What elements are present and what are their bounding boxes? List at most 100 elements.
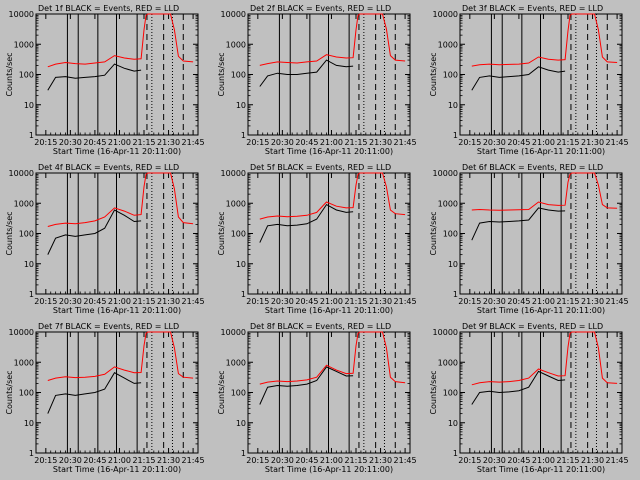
y-axis-label: Counts/sec [429,211,438,255]
y-tick-label: 1 [453,449,458,458]
x-tick-label: 21:30 [157,456,180,465]
y-tick-label: 10 [236,101,246,110]
x-tick-label: 21:45 [606,297,629,306]
x-tick-label: 20:45 [83,138,106,147]
panel-title: Det 2f BLACK = Events, RED = LLD [250,4,391,13]
x-axis-label: Start Time (16-Apr-11 20:11:00) [477,306,605,315]
x-tick-label: 21:45 [182,297,205,306]
x-tick-label: 21:00 [108,297,131,306]
y-tick-label: 10 [236,260,246,269]
y-axis-label: Counts/sec [5,370,14,414]
y-tick-label: 10 [24,101,34,110]
x-tick-label: 20:30 [59,297,82,306]
lld-series-line [259,331,406,385]
x-tick-label: 20:30 [483,138,506,147]
y-axis-label: Counts/sec [5,52,14,96]
x-tick-label: 20:30 [483,456,506,465]
lld-series-line [259,13,406,66]
x-tick-label: 20:15 [458,297,481,306]
y-tick-label: 1 [241,449,246,458]
y-tick-label: 100 [19,71,34,80]
y-tick-label: 1000 [226,358,246,367]
x-axis-label: Start Time (16-Apr-11 20:11:00) [477,147,605,156]
x-tick-label: 21:00 [320,297,343,306]
x-tick-label: 21:15 [132,297,155,306]
x-tick-label: 20:30 [483,297,506,306]
x-tick-label: 21:00 [532,297,555,306]
x-tick-label: 21:15 [556,456,579,465]
y-axis-label: Counts/sec [429,52,438,96]
events-series-line [259,203,354,243]
x-tick-label: 21:00 [108,456,131,465]
events-series-line [47,209,142,255]
panel-title: Det 6f BLACK = Events, RED = LLD [462,163,603,172]
detector-panel-5: Det 5f BLACK = Events, RED = LLD 1 10 100 10… [217,163,417,315]
y-tick-label: 100 [443,389,458,398]
events-series-line [47,63,142,91]
y-tick-label: 1000 [14,358,34,367]
x-tick-label: 21:15 [132,138,155,147]
y-tick-label: 1000 [226,199,246,208]
y-tick-label: 1000 [14,199,34,208]
y-tick-label: 10 [24,419,34,428]
y-tick-label: 10 [24,260,34,269]
y-tick-label: 1 [29,449,34,458]
y-tick-label: 10000 [221,328,246,337]
x-tick-label: 21:45 [182,456,205,465]
x-tick-label: 20:15 [458,456,481,465]
x-tick-label: 21:45 [394,297,417,306]
lld-series-line [259,172,406,220]
y-tick-label: 1 [241,290,246,299]
x-tick-label: 21:30 [157,138,180,147]
x-tick-label: 21:00 [320,456,343,465]
x-axis-label: Start Time (16-Apr-11 20:11:00) [53,465,181,474]
lld-series-line [47,331,194,381]
y-tick-label: 1 [453,131,458,140]
x-tick-label: 20:15 [34,456,57,465]
x-tick-label: 21:30 [581,297,604,306]
x-tick-label: 21:00 [320,138,343,147]
y-tick-label: 10000 [9,169,34,178]
x-tick-label: 21:30 [157,297,180,306]
y-tick-label: 100 [231,71,246,80]
x-axis-label: Start Time (16-Apr-11 20:11:00) [477,465,605,474]
y-axis-label: Counts/sec [217,211,226,255]
x-tick-label: 20:45 [83,297,106,306]
events-series-line [47,372,142,414]
x-tick-label: 20:15 [458,138,481,147]
x-axis-label: Start Time (16-Apr-11 20:11:00) [265,465,393,474]
x-tick-label: 21:45 [394,456,417,465]
x-tick-label: 20:30 [59,138,82,147]
x-tick-label: 21:15 [556,138,579,147]
x-tick-label: 21:15 [132,456,155,465]
events-series-line [471,370,566,405]
x-axis-label: Start Time (16-Apr-11 20:11:00) [53,147,181,156]
y-tick-label: 1000 [14,40,34,49]
panel-title: Det 5f BLACK = Events, RED = LLD [250,163,391,172]
y-axis-label: Counts/sec [217,52,226,96]
x-tick-label: 20:30 [271,138,294,147]
y-tick-label: 100 [443,71,458,80]
detector-panel-9: Det 9f BLACK = Events, RED = LLD 1 10 100 10… [429,322,629,474]
y-tick-label: 10000 [221,10,246,19]
detector-panel-1: Det 1f BLACK = Events, RED = LLD 1 10 100 10… [5,4,205,156]
y-axis-label: Counts/sec [5,211,14,255]
y-tick-label: 10000 [9,10,34,19]
lld-series-line [471,13,618,67]
panel-title: Det 4f BLACK = Events, RED = LLD [38,163,179,172]
panel-title: Det 1f BLACK = Events, RED = LLD [38,4,179,13]
y-tick-label: 1000 [226,40,246,49]
x-tick-label: 20:15 [246,297,269,306]
lld-series-line [47,172,194,227]
x-tick-label: 20:15 [246,456,269,465]
x-tick-label: 20:15 [34,138,57,147]
y-tick-label: 1000 [438,199,458,208]
detector-panel-7: Det 7f BLACK = Events, RED = LLD 1 10 100 10… [5,322,205,474]
x-tick-label: 21:00 [108,138,131,147]
y-tick-label: 100 [19,389,34,398]
x-tick-label: 20:45 [83,456,106,465]
y-tick-label: 100 [19,230,34,239]
x-tick-label: 21:45 [394,138,417,147]
x-tick-label: 20:15 [246,138,269,147]
